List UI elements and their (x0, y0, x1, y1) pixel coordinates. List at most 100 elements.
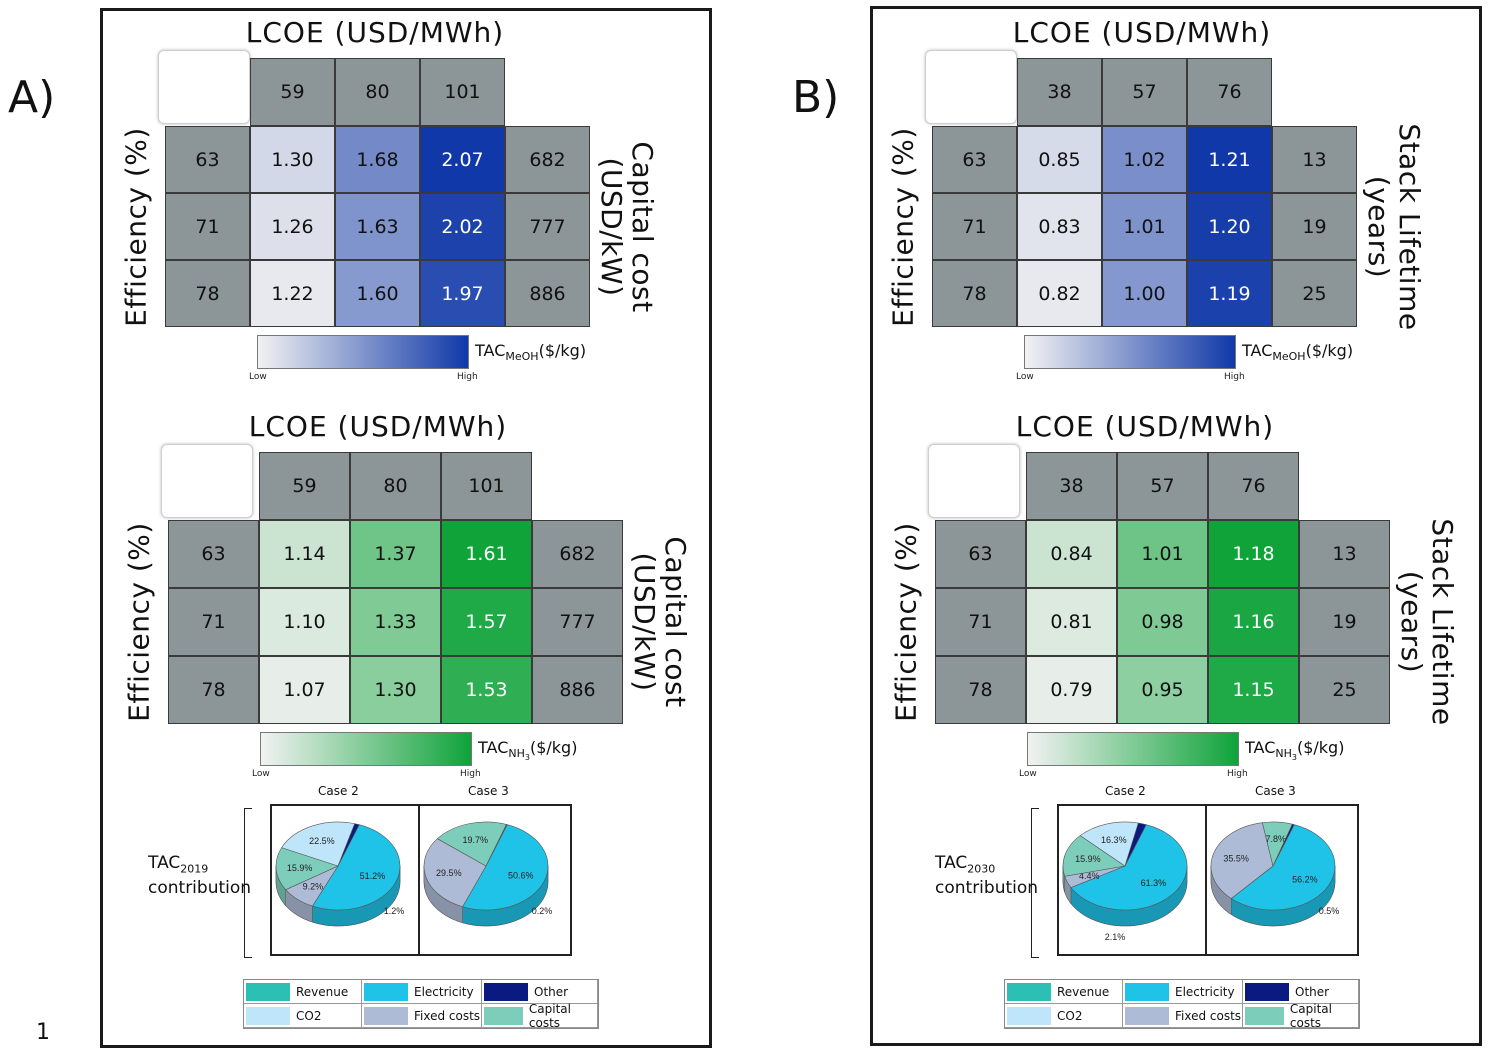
pies-b-slice-electricity (1070, 824, 1188, 911)
legend-swatch (1245, 1006, 1284, 1025)
heatmap-b1-value-cell: 1.21 (1187, 126, 1272, 193)
pies-a-pie-svg: 51.2% 9.2% 15.9% 22.5% 1.2% (275, 821, 404, 927)
heatmap-b2-colorbar-label-sub2: 3 (1291, 753, 1297, 763)
heatmap-b2-value-cell: 1.01 (1117, 520, 1208, 588)
legend-item-revenue: Revenue (244, 980, 362, 1004)
panel-label-a: A) (8, 72, 56, 123)
heatmap-b1-value-cell: 1.00 (1102, 260, 1187, 327)
heatmap-a2-value-cell: 1.10 (259, 588, 350, 656)
legend-swatch (1245, 982, 1289, 1001)
legend-swatch (1007, 982, 1051, 1001)
legend-label: Other (534, 984, 569, 999)
heatmap-a2-corner-box (161, 444, 253, 518)
heatmap-b1-right-title-line: (years) (1362, 175, 1395, 278)
legend-swatch (484, 982, 528, 1001)
heatmap-b1-value-cell: 1.01 (1102, 193, 1187, 260)
heatmap-a1-col-header: 101 (420, 58, 505, 126)
heatmap-b1-right-title: Stack Lifetime (years) (1362, 122, 1426, 331)
pies-a-slice-other (485, 824, 508, 867)
legend-label: Electricity (1175, 984, 1235, 999)
pies-a-case-title: Case 2 (318, 784, 359, 798)
heatmap-a2-colorbar-label: TACNH3($/kg) (478, 738, 577, 762)
footnote-number: 1 (36, 1020, 50, 1045)
legend-item-fixed-costs: Fixed costs (362, 1004, 482, 1028)
heatmap-b1-value-cell: 0.82 (1017, 260, 1102, 327)
heatmap-a1-col-header: 80 (335, 58, 420, 126)
heatmap-b1-col-header: 57 (1102, 58, 1187, 126)
heatmap-a1-colorbar-low: Low (249, 372, 267, 382)
heatmap-a2-right-title-line: Capital cost (658, 536, 692, 708)
legend-item-co2: CO2 (244, 1004, 362, 1028)
heatmap-a2-col-header: 101 (441, 452, 532, 520)
heatmap-b1-row-header: 71 (932, 193, 1017, 260)
heatmap-b1-right-label: 13 (1272, 126, 1357, 193)
heatmap-b2-title: LCOE (USD/MWh) (1015, 410, 1275, 443)
heatmap-b1-colorbar-label: TACMeOH($/kg) (1242, 341, 1353, 363)
legend-swatch (1125, 982, 1169, 1001)
heatmap-a1-right-label: 777 (505, 193, 590, 260)
legend-item-capital-costs: Capital costs (482, 1002, 598, 1030)
legend-label: CO2 (1057, 1008, 1083, 1023)
heatmap-b1-value-cell: 1.19 (1187, 260, 1272, 327)
heatmap-b1-col-header: 38 (1017, 58, 1102, 126)
heatmap-a2-value-cell: 1.53 (441, 656, 532, 724)
heatmap-a2-right-label: 777 (532, 588, 623, 656)
pies-b-slice-other (1124, 822, 1147, 867)
heatmap-b2-value-cell: 0.79 (1026, 656, 1117, 724)
heatmap-a2-col-header: 80 (350, 452, 441, 520)
pies-b-slice-electricity (1230, 824, 1336, 911)
pies-b-slice-other (1272, 823, 1295, 867)
heatmap-b1-right-title-line: Stack Lifetime (1392, 122, 1426, 331)
legend-label: Capital costs (1289, 1001, 1332, 1030)
pies-a-slice-label: 9.2% (303, 882, 324, 892)
heatmap-a2-row-header: 71 (168, 588, 259, 656)
legend-item-co2: CO2 (1005, 1004, 1123, 1028)
pies-a-pie-svg: 50.6% 29.5% 19.7% 0.2% (423, 821, 552, 927)
heatmap-a2-value-cell: 1.57 (441, 588, 532, 656)
legend-swatch (364, 982, 408, 1001)
legend-item-revenue: Revenue (1005, 980, 1123, 1004)
heatmap-a1-value-cell: 1.68 (335, 126, 420, 193)
legend-swatch (484, 1006, 523, 1025)
pies-b-slice-label: 61.3% (1141, 878, 1167, 888)
pies-a-group-label: TAC2019 contribution (148, 852, 251, 899)
heatmap-a1-row-header: 78 (165, 260, 250, 327)
legend-swatch (364, 1006, 408, 1025)
heatmap-a1-colorbar-high: High (457, 372, 478, 382)
heatmap-b2-ylabel: Efficiency (%) (889, 522, 923, 722)
pies-a-slice-electricity (462, 824, 549, 911)
heatmap-a1-value-cell: 1.30 (250, 126, 335, 193)
heatmap-a1-title: LCOE (USD/MWh) (245, 16, 505, 49)
heatmap-a1-colorbar (257, 335, 469, 369)
legend-item-electricity: Electricity (1123, 980, 1243, 1004)
legend-item-fixed-costs: Fixed costs (1123, 1004, 1243, 1028)
heatmap-b2-right-label: 19 (1299, 588, 1390, 656)
heatmap-a2-colorbar-high: High (460, 769, 481, 779)
heatmap-b2-col-header: 57 (1117, 452, 1208, 520)
legend-b: Revenue Electricity Other CO2 Fixed costs Cap… (1004, 979, 1360, 1030)
pies-a-slice-capital-costs (275, 847, 339, 891)
pies-b-pie-box: 56.2% 35.5% 7.8% 0.5% (1207, 804, 1359, 956)
heatmap-b2-row-header: 63 (935, 520, 1026, 588)
pies-b-case-title: Case 3 (1255, 784, 1296, 798)
pies-b-slice-label: 16.3% (1101, 835, 1127, 845)
heatmap-a2-right-label: 682 (532, 520, 623, 588)
heatmap-b2-value-cell: 1.15 (1208, 656, 1299, 724)
pies-a-slice-label: 29.5% (436, 868, 462, 878)
heatmap-b2-value-cell: 0.81 (1026, 588, 1117, 656)
heatmap-b1-row-header: 63 (932, 126, 1017, 193)
heatmap-b2-colorbar-label-unit: ($/kg) (1296, 738, 1345, 757)
heatmap-a1-corner-box (158, 50, 250, 124)
pies-b-case-title: Case 2 (1105, 784, 1146, 798)
pies-a-group-label-sub: 2019 (180, 862, 209, 876)
heatmap-a1-right-label: 886 (505, 260, 590, 327)
panel-label-b: B) (792, 72, 840, 123)
heatmap-a1-row-header: 71 (165, 193, 250, 260)
heatmap-a2-colorbar-label-sub2: 3 (524, 753, 530, 763)
pies-a-slice-label: 15.9% (287, 863, 313, 873)
pies-b-pie-svg: 56.2% 35.5% 7.8% 0.5% (1210, 821, 1339, 927)
heatmap-a2-value-cell: 1.30 (350, 656, 441, 724)
heatmap-a1-colorbar-label-sub: MeOH (505, 350, 539, 364)
heatmap-b1-right-label: 19 (1272, 193, 1357, 260)
pies-b-group-label-main: TAC (935, 853, 968, 873)
